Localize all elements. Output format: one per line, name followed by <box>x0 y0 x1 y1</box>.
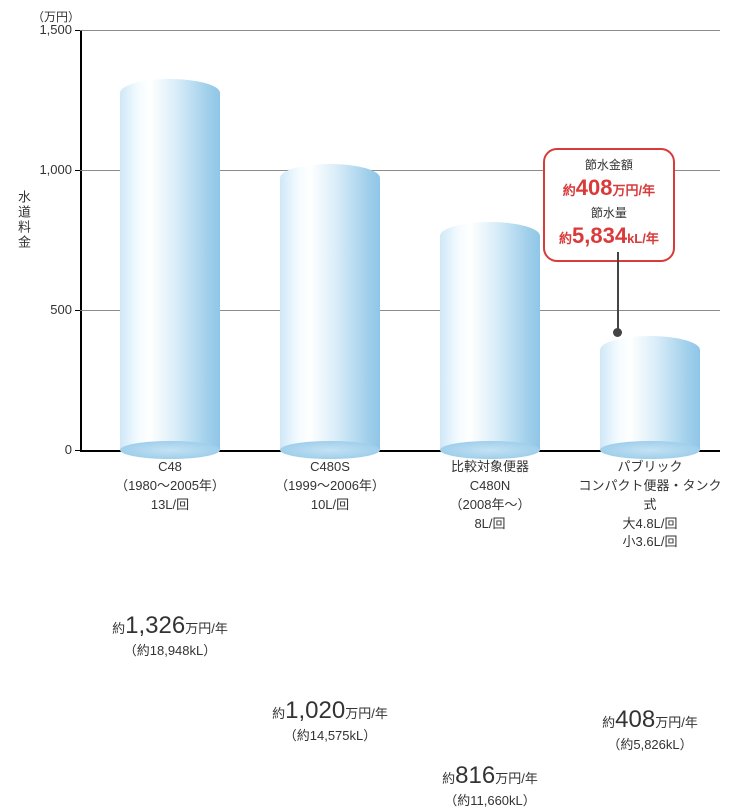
callout-value-1: 約408万円/年 <box>559 174 659 203</box>
bar <box>440 222 540 450</box>
y-axis-label: 水道料金 <box>14 190 33 250</box>
callout-title-1: 節水金額 <box>559 158 659 174</box>
grid-line <box>80 30 720 31</box>
bar <box>120 79 220 450</box>
bar-value-label: 約408万円/年（約5,826kL） <box>560 704 740 754</box>
callout-pointer <box>617 252 619 332</box>
y-tick-label: 1,000 <box>22 162 72 177</box>
bar-value-label: 約1,020万円/年（約14,575kL） <box>240 695 420 745</box>
x-axis-label: C48（1980〜2005年）13L/回 <box>95 458 245 515</box>
y-tick-label: 1,500 <box>22 22 72 37</box>
y-tick-label: 500 <box>22 302 72 317</box>
callout-value-2: 約5,834kL/年 <box>559 222 659 251</box>
x-axis-label: パブリックコンパクト便器・タンク式大4.8L/回小3.6L/回 <box>575 458 725 552</box>
bar-value-label: 約816万円/年（約11,660kL） <box>400 760 580 810</box>
callout-title-2: 節水量 <box>559 206 659 222</box>
bar <box>600 336 700 450</box>
bar-value-label: 約1,326万円/年（約18,948kL） <box>80 610 260 660</box>
x-axis-label: 比較対象便器C480N（2008年〜）8L/回 <box>415 458 565 533</box>
y-tick-label: 0 <box>22 442 72 457</box>
x-axis-label: C480S（1999〜2006年）10L/回 <box>255 458 405 515</box>
savings-callout: 節水金額 約408万円/年 節水量 約5,834kL/年 <box>543 148 675 262</box>
bar <box>280 164 380 450</box>
y-axis-line <box>80 30 82 450</box>
